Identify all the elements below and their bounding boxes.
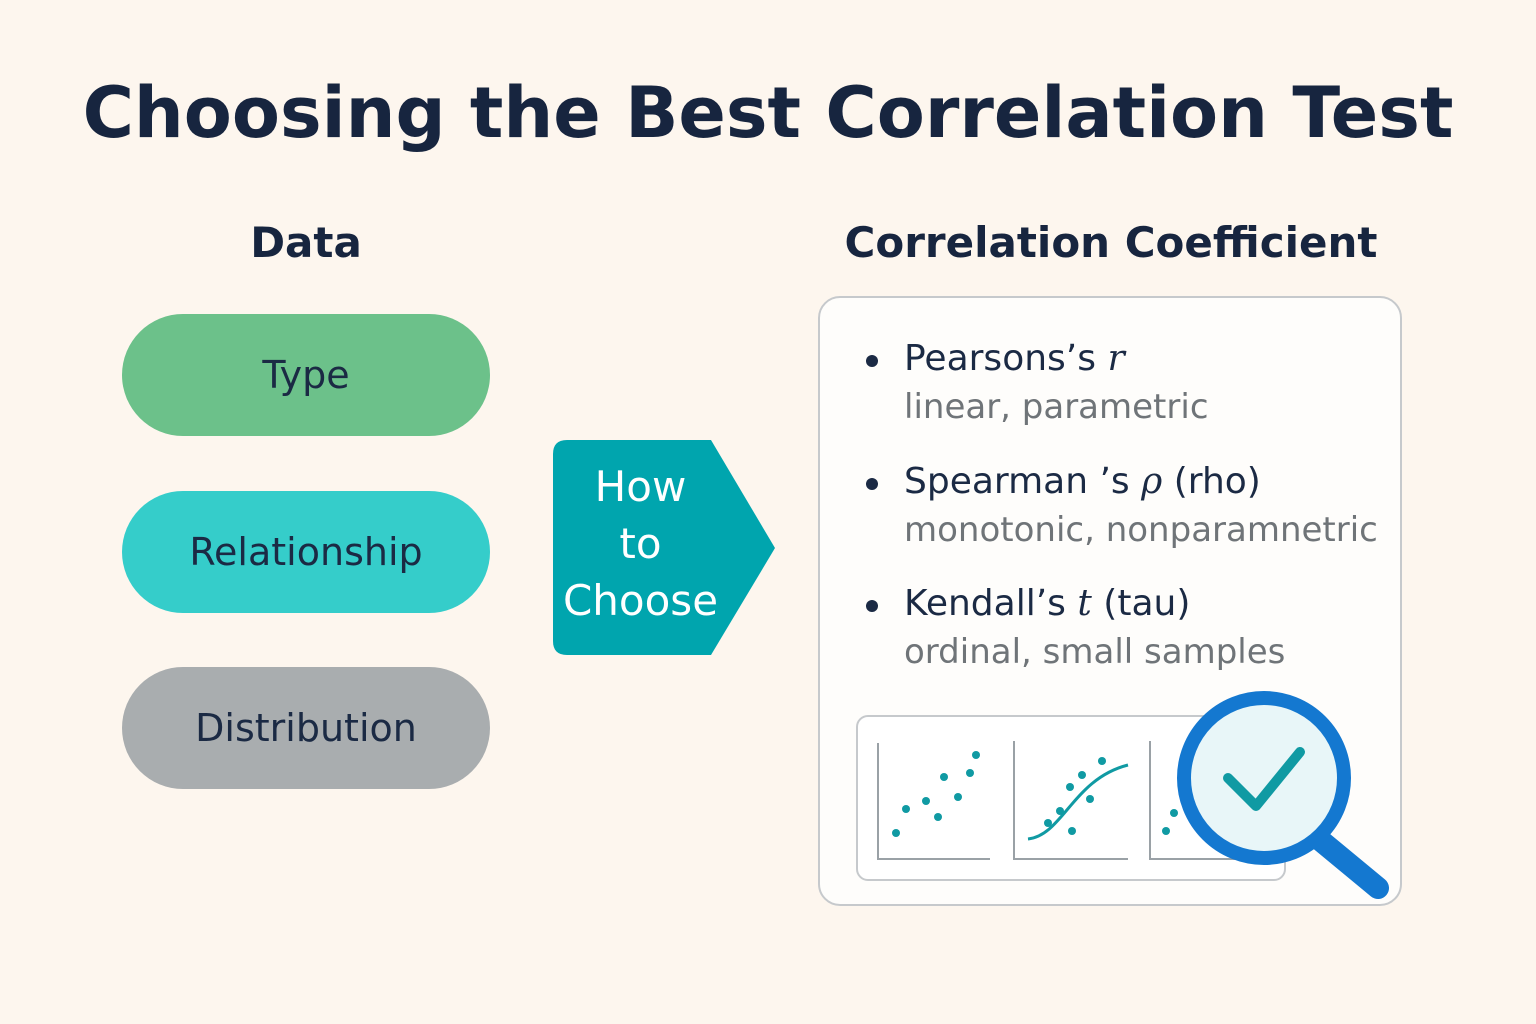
data-heading: Data xyxy=(250,218,362,267)
coefficient-name: Pearsons’s r xyxy=(904,338,1209,379)
page-title: Choosing the Best Correlation Test xyxy=(82,72,1454,154)
coefficient-item-kendall: Kendall’s t (tau) ordinal, small samples xyxy=(866,583,1286,672)
bullet-icon xyxy=(866,478,878,490)
magnifier-check-icon xyxy=(1177,691,1389,899)
coefficient-item-spearman: Spearman ’s ρ (rho) monotonic, nonparamn… xyxy=(866,461,1378,550)
pill-type-label: Type xyxy=(262,353,350,397)
bullet-icon xyxy=(866,600,878,612)
coefficient-name: Spearman ’s ρ (rho) xyxy=(904,461,1378,502)
coefficient-symbol: r xyxy=(1107,338,1125,379)
coefficient-suffix: (tau) xyxy=(1103,583,1191,624)
coefficient-name-text: Spearman ’s xyxy=(904,461,1130,502)
coefficient-name-text: Kendall’s xyxy=(904,583,1066,624)
coefficient-name-text: Pearsons’s xyxy=(904,338,1096,379)
coefficient-heading: Correlation Coefficient xyxy=(844,218,1378,267)
coefficient-symbol: ρ xyxy=(1141,461,1163,502)
coefficient-description: monotonic, nonparamnetric xyxy=(904,510,1378,550)
pill-relationship-label: Relationship xyxy=(189,530,423,574)
scatter-curve-icon xyxy=(1013,741,1129,860)
decision-chevron xyxy=(553,440,775,655)
coefficient-suffix: (rho) xyxy=(1173,461,1261,502)
decision-line-1: How xyxy=(594,462,687,511)
coefficient-item-pearson: Pearsons’s r linear, parametric xyxy=(866,338,1209,427)
decision-label: How to Choose xyxy=(553,458,728,629)
decision-line-3: Choose xyxy=(562,576,719,625)
pill-type: Type xyxy=(122,314,490,436)
pill-relationship: Relationship xyxy=(122,491,490,613)
coefficient-description: ordinal, small samples xyxy=(904,632,1286,672)
bullet-icon xyxy=(866,355,878,367)
pill-distribution: Distribution xyxy=(122,667,490,789)
coefficient-description: linear, parametric xyxy=(904,387,1209,427)
scatter-linear-icon xyxy=(877,743,990,860)
coefficient-name: Kendall’s t (tau) xyxy=(904,583,1285,624)
pill-distribution-label: Distribution xyxy=(195,706,417,750)
coefficient-symbol: t xyxy=(1077,583,1092,624)
decision-line-2: to xyxy=(619,519,662,568)
